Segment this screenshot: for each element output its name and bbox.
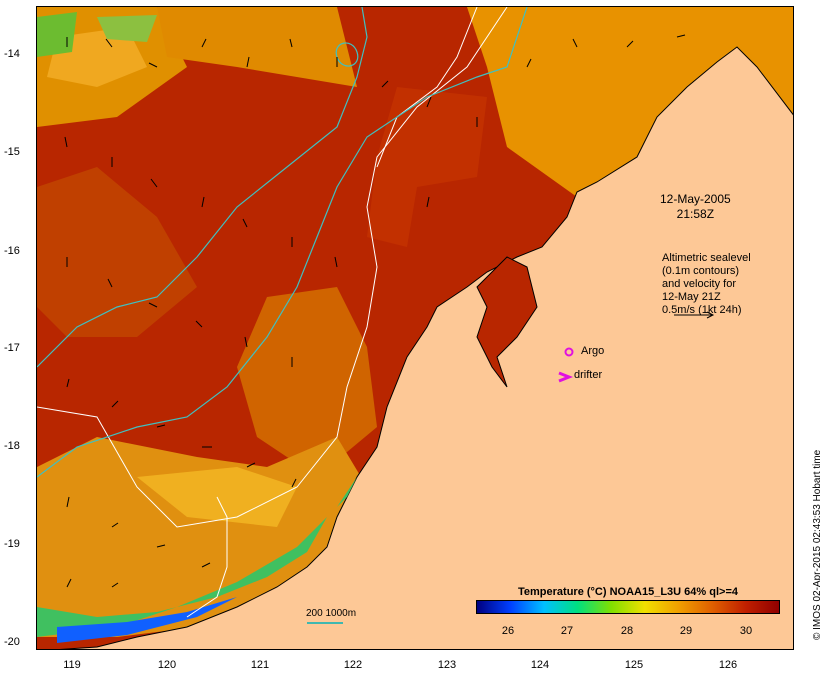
altimetry-line: (0.1m contours) [662,265,740,277]
sst-map-canvas [37,7,793,649]
colorbar-tick-label: 28 [620,625,634,637]
lat-tick-label: -19 [4,538,20,550]
timestamp: 12-May-2005 21:58Z [660,192,731,222]
scale-arrow [674,311,715,319]
bay-water [476,256,538,388]
timestamp-date: 12-May-2005 [660,192,731,206]
velocity-arrows [64,34,686,588]
lat-tick-label: -18 [4,440,20,452]
drifter-label: drifter [574,369,603,381]
altimetry-line: 0.5m/s (1kt 24h) [662,304,742,316]
lat-tick-label: -16 [4,245,20,257]
bathymetry-contours [37,7,508,618]
altimetry-line: Altimetric sealevel [662,252,751,264]
lon-tick-label: 120 [157,659,177,671]
sst-map [36,6,794,650]
coastal-cold [57,597,237,643]
timestamp-time: 21:58Z [676,207,715,221]
legend-title: Temperature (°C) NOAA15_L3U 64% ql>=4 [518,586,738,598]
drifter-marker [558,371,574,383]
lon-tick-label: 124 [530,659,550,671]
depth-legend-line [307,622,343,624]
credit-text: © IMOS 02-Apr-2015 02:43:53 Hobart time [812,449,820,640]
lon-tick-label: 125 [624,659,644,671]
altimetry-line: 12-May 21Z [662,291,721,303]
sst-patches [37,7,793,637]
lat-tick-label: -20 [4,636,20,648]
lat-tick-label: -15 [4,146,20,158]
colorbar-tick-label: 27 [560,625,574,637]
lon-tick-label: 122 [343,659,363,671]
temperature-colorbar [476,600,780,614]
sealevel-contours [37,7,528,478]
argo-label: Argo [581,345,605,357]
land-area [59,46,793,649]
depth-legend: 200 1000m [306,608,357,619]
lon-tick-label: 123 [437,659,457,671]
lon-tick-label: 121 [250,659,270,671]
lon-tick-label: 119 [63,659,81,671]
colorbar-tick-label: 30 [739,625,753,637]
colorbar-tick-label: 26 [501,625,515,637]
lon-tick-label: 126 [718,659,738,671]
lat-tick-label: -17 [4,342,20,354]
colorbar-tick-label: 29 [679,625,693,637]
argo-marker [564,347,574,357]
altimetry-line: and velocity for [662,278,736,290]
altimetry-note: Altimetric sealevel (0.1m contours) and … [662,252,751,317]
coastal-band [37,447,377,637]
lat-tick-label: -14 [4,48,20,60]
